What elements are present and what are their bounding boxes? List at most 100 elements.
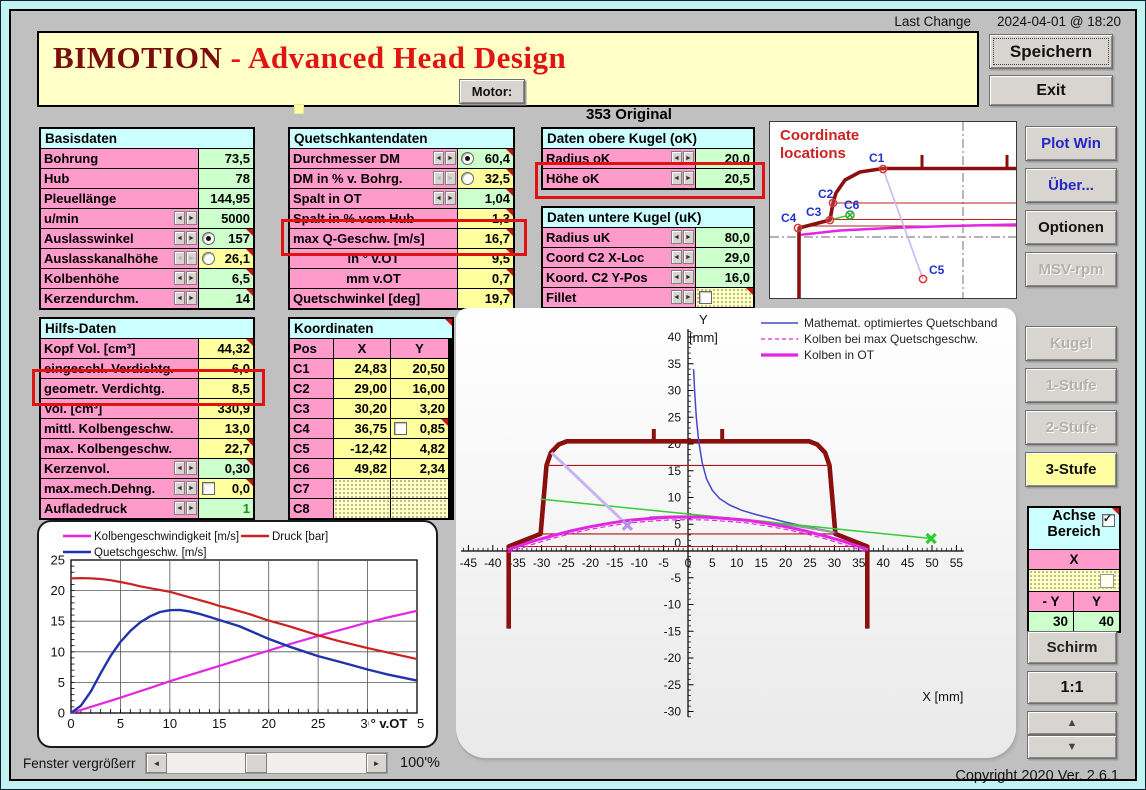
x-value-cell[interactable]: 30,20 [334, 399, 391, 418]
value-cell[interactable]: 44,32 [199, 339, 253, 358]
neg-y-value[interactable]: 30 [1029, 612, 1074, 631]
button-3-stufe[interactable]: 3-Stufe [1025, 452, 1117, 487]
spinner[interactable]: ◄ ► [173, 231, 197, 245]
value-cell[interactable]: 1,3 [458, 209, 513, 228]
scroll-down-button[interactable]: ▼ [1027, 735, 1117, 759]
value-cell[interactable]: 0,0 [199, 479, 253, 498]
spinner[interactable]: ◄ ► [432, 171, 456, 185]
button-plot-win[interactable]: Plot Win [1025, 126, 1117, 161]
spinner[interactable]: ◄ ► [670, 171, 694, 185]
checkbox[interactable] [394, 422, 407, 435]
scrollbar-track[interactable] [167, 753, 366, 773]
value-cell[interactable]: 9,5 [458, 249, 513, 268]
value-cell[interactable]: 19,7 [458, 289, 513, 308]
spinner[interactable]: ◄ ► [173, 501, 197, 515]
value-cell[interactable]: 6,0 [199, 359, 253, 378]
value-cell[interactable]: 330,9 [199, 399, 253, 418]
value-cell[interactable]: 80,0 [696, 228, 753, 247]
y-value-cell[interactable]: 2,34 [391, 459, 448, 478]
achse-x-cell[interactable]: X [1029, 549, 1119, 569]
value-cell[interactable]: 29,0 [696, 248, 753, 267]
spinner[interactable]: ◄ ► [670, 151, 694, 165]
value-cell[interactable]: 0,30 [199, 459, 253, 478]
value-cell[interactable]: 22,7 [199, 439, 253, 458]
x-value-cell[interactable]: 29,00 [334, 379, 391, 398]
y-value-cell[interactable]: 4,82 [391, 439, 448, 458]
x-value-cell[interactable]: 24,83 [334, 359, 391, 378]
one-to-one-button[interactable]: 1:1 [1027, 671, 1117, 704]
value-cell[interactable]: 1,04 [458, 189, 513, 208]
checkbox[interactable] [699, 291, 712, 304]
scrollbar-thumb[interactable] [245, 753, 267, 773]
schirm-button[interactable]: Schirm [1027, 631, 1117, 664]
y-value-cell[interactable]: 20,50 [391, 359, 448, 378]
spinner[interactable]: ◄ ► [173, 251, 197, 265]
y-value-cell[interactable]: 3,20 [391, 399, 448, 418]
spinner[interactable]: ◄ ► [432, 151, 456, 165]
yellow-marker-dot [294, 104, 304, 114]
achse-checkbox[interactable] [1102, 512, 1115, 527]
value-cell[interactable]: 6,5 [199, 269, 253, 288]
value-cell[interactable]: 0,7 [458, 269, 513, 288]
value-cell[interactable]: 1 [199, 499, 253, 518]
button-optionen[interactable]: Optionen [1025, 210, 1117, 245]
window-zoom-scrollbar[interactable]: ◄ ► [145, 752, 388, 774]
y-value-cell[interactable]: 0,85 [391, 419, 448, 438]
scroll-up-button[interactable]: ▲ [1027, 711, 1117, 735]
x-value-cell[interactable]: 36,75 [334, 419, 391, 438]
window-zoom-value: 100'% [400, 755, 440, 771]
value-cell[interactable]: 32,5 [458, 169, 513, 188]
x-value-cell[interactable] [334, 499, 391, 518]
value-cell[interactable]: 78 [199, 169, 253, 188]
value-cell[interactable]: 157 [199, 229, 253, 248]
value-cell[interactable]: 16,0 [696, 268, 753, 287]
radio-button[interactable] [461, 152, 474, 165]
achse-hatched-cell[interactable] [1029, 569, 1119, 591]
spinner[interactable]: ◄ ► [173, 461, 197, 475]
spinner[interactable]: ◄ ► [173, 291, 197, 305]
y-value-cell[interactable] [391, 499, 448, 518]
spinner[interactable]: ◄ ► [670, 270, 694, 284]
value-cell[interactable]: 8,5 [199, 379, 253, 398]
x-value-cell[interactable]: -12,42 [334, 439, 391, 458]
x-value-cell[interactable] [334, 479, 391, 498]
scrollbar-left-arrow[interactable]: ◄ [146, 753, 167, 773]
value-cell[interactable]: 16,7 [458, 229, 513, 248]
button--ber-[interactable]: Über... [1025, 168, 1117, 203]
table-row: geometr. Verdichtg. 8,5 [41, 378, 253, 398]
x-value-cell[interactable]: 49,82 [334, 459, 391, 478]
value-cell[interactable]: 20,0 [696, 149, 753, 168]
svg-text:Kolben bei max Quetschgeschw.: Kolben bei max Quetschgeschw. [804, 332, 978, 346]
value-cell[interactable]: 26,1 [199, 249, 253, 268]
value-cell[interactable]: 73,5 [199, 149, 253, 168]
motor-button[interactable]: Motor: [459, 79, 525, 104]
radio-button[interactable] [202, 252, 215, 265]
value-cell[interactable] [696, 288, 753, 307]
value-cell[interactable]: 13,0 [199, 419, 253, 438]
spinner[interactable]: ◄ ► [670, 230, 694, 244]
radio-button[interactable] [461, 172, 474, 185]
save-button[interactable]: Speichern [989, 34, 1113, 69]
value-cell[interactable]: 60,4 [458, 149, 513, 168]
row-label: C8 [290, 499, 334, 518]
spinner[interactable]: ◄ ► [432, 191, 456, 205]
exit-button[interactable]: Exit [989, 75, 1113, 106]
radio-button[interactable] [202, 232, 215, 245]
value-cell[interactable]: 20,5 [696, 169, 753, 188]
value-cell[interactable]: 144,95 [199, 189, 253, 208]
y-value-cell[interactable] [391, 479, 448, 498]
checkbox[interactable] [202, 482, 215, 495]
achse-input-box[interactable] [1100, 574, 1114, 588]
scrollbar-right-arrow[interactable]: ► [366, 753, 387, 773]
spinner[interactable]: ◄ ► [173, 271, 197, 285]
y-value[interactable]: 40 [1074, 612, 1119, 631]
spinner[interactable]: ◄ ► [670, 290, 694, 304]
value-cell[interactable]: 14 [199, 289, 253, 308]
spinner[interactable]: ◄ ► [173, 481, 197, 495]
y-value-cell[interactable]: 16,00 [391, 379, 448, 398]
spinner[interactable]: ◄ ► [670, 250, 694, 264]
svg-text:X [mm]: X [mm] [922, 689, 963, 704]
value-cell[interactable]: 5000 [199, 209, 253, 228]
spinner[interactable]: ◄ ► [173, 211, 197, 225]
